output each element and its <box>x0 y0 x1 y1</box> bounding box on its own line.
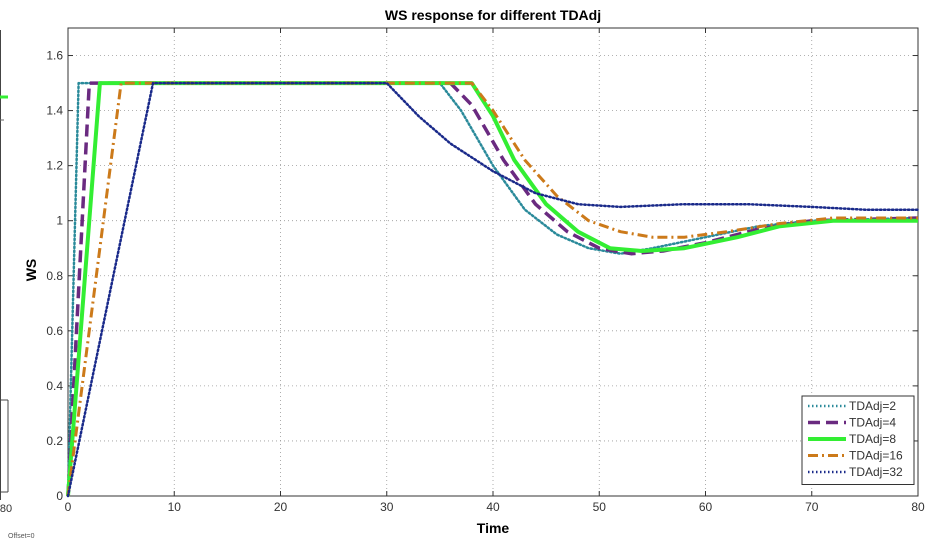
y-tick-label: 1.2 <box>46 159 63 173</box>
series-line-3 <box>66 81 918 497</box>
series-lines <box>66 81 920 498</box>
y-tick-label: 0.6 <box>46 324 63 338</box>
offset-text: Offset=0 <box>8 533 35 540</box>
legend-label: TDAdj=2 <box>849 399 896 413</box>
legend-label: TDAdj=8 <box>849 432 896 446</box>
x-tick-label: 10 <box>168 500 182 514</box>
series-line-1 <box>66 81 920 498</box>
tick-labels: 0 10 20 30 40 50 60 70 80 0 0.2 0.4 0.6 0.8 1 1.2 1.4 1.6 <box>46 49 925 514</box>
y-tick-label: 0.8 <box>46 269 63 283</box>
x-tick-label: 20 <box>274 500 288 514</box>
series-line-2 <box>66 81 919 497</box>
legend-label: TDAdj=32 <box>849 465 903 479</box>
y-axis-label: WS <box>23 259 39 282</box>
axes <box>67 27 919 497</box>
y-tick-label: 1.4 <box>46 104 63 118</box>
series-line-4 <box>66 81 918 497</box>
left-panel-fragment: 80 <box>0 30 12 515</box>
plot-area <box>68 28 918 496</box>
y-tick-label: 1.6 <box>46 49 63 63</box>
x-tick-label: 50 <box>593 500 607 514</box>
y-tick-label: 0.4 <box>46 379 63 393</box>
left-panel-tick-label: 80 <box>0 503 12 515</box>
x-tick-label: 0 <box>65 500 72 514</box>
legend-label: TDAdj=4 <box>849 416 896 430</box>
legend-label: TDAdj=16 <box>849 449 903 463</box>
grid <box>68 28 918 496</box>
x-tick-label: 40 <box>486 500 500 514</box>
x-tick-label: 30 <box>380 500 394 514</box>
x-tick-label: 70 <box>805 500 819 514</box>
x-tick-label: 80 <box>911 500 925 514</box>
legend: TDAdj=2 TDAdj=4 TDAdj=8 TDAdj=16 TDAdj=32 <box>801 395 915 485</box>
x-tick-label: 60 <box>699 500 713 514</box>
chart-title: WS response for different TDAdj <box>385 7 601 23</box>
y-tick-label: 0 <box>56 489 63 503</box>
series-line-5 <box>66 81 920 498</box>
y-tick-label: 1 <box>56 214 63 228</box>
x-axis-label: Time <box>477 520 510 536</box>
y-tick-label: 0.2 <box>46 434 63 448</box>
